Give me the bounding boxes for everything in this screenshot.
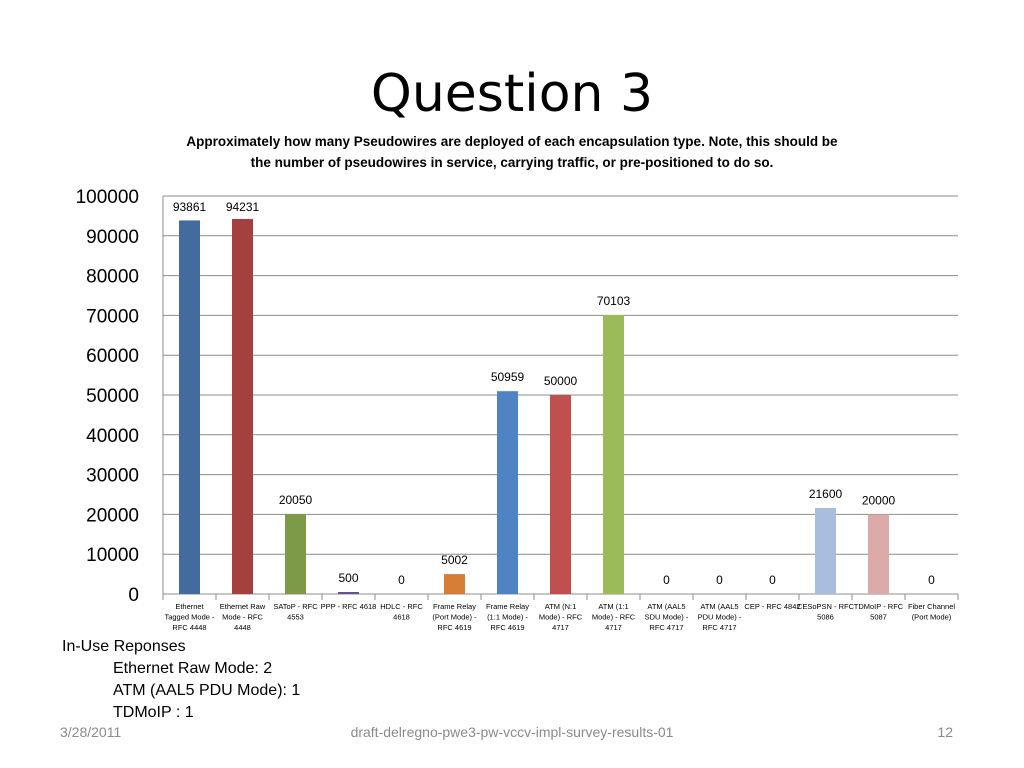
x-tick-label: Tagged Mode - <box>164 613 215 622</box>
x-tick-label: RFC 4717 <box>702 623 736 632</box>
bar-chart: 0100002000030000400005000060000700008000… <box>76 187 959 632</box>
x-tick-label: 4553 <box>287 613 304 622</box>
bar <box>603 314 624 594</box>
data-label: 20050 <box>279 493 313 507</box>
in-use-notes: In-Use Reponses Ethernet Raw Mode: 2 ATM… <box>62 636 300 724</box>
x-tick-label: Frame Relay <box>433 602 476 611</box>
data-label: 0 <box>716 573 723 587</box>
data-label: 21600 <box>809 487 843 501</box>
x-tick-label: PPP - RFC 4618 <box>321 602 377 611</box>
x-tick-label: Mode) - RFC <box>539 613 583 622</box>
x-tick-label: 4717 <box>552 623 569 632</box>
x-tick-label: 4717 <box>605 623 622 632</box>
bar <box>444 574 465 594</box>
x-tick-label: SDU Mode) - <box>645 613 689 622</box>
data-label: 0 <box>928 573 935 587</box>
x-tick-label: CESoPSN - RFC <box>797 602 855 611</box>
data-label: 50000 <box>544 374 578 388</box>
data-label: 0 <box>663 573 670 587</box>
y-tick-label: 80000 <box>86 267 139 288</box>
x-tick-label: (Port Mode) - <box>432 613 477 622</box>
x-tick-label: Ethernet Raw <box>220 602 266 611</box>
x-tick-label: (Port Mode) <box>912 613 952 622</box>
x-tick-label: Ethernet <box>175 602 204 611</box>
data-label: 50959 <box>491 370 525 384</box>
y-tick-label: 90000 <box>86 227 139 248</box>
x-tick-label: 4448 <box>234 623 251 632</box>
x-tick-label: ATM (AAL5 <box>647 602 685 611</box>
y-tick-label: 60000 <box>86 346 139 367</box>
data-label: 70103 <box>597 294 631 308</box>
data-label: 0 <box>769 573 776 587</box>
x-tick-label: ATM (N:1 <box>545 602 577 611</box>
bar <box>815 508 836 594</box>
notes-item: TDMoIP : 1 <box>113 704 194 721</box>
bar <box>232 218 253 594</box>
footer-doc-name: draft-delregno-pwe3-pw-vccv-impl-survey-… <box>350 724 674 740</box>
y-tick-label: 70000 <box>86 306 139 327</box>
bar <box>338 592 359 594</box>
y-tick-label: 20000 <box>86 505 139 526</box>
x-tick-label: ATM (1:1 <box>598 602 628 611</box>
subtitle-line-1: Approximately how many Pseudowires are d… <box>186 134 838 149</box>
x-tick-label: RFC 4619 <box>437 623 471 632</box>
x-tick-label: CEP - RFC 4842 <box>744 602 800 611</box>
x-tick-label: 5087 <box>870 613 887 622</box>
slide-subtitle: Approximately how many Pseudowires are d… <box>140 131 884 173</box>
x-tick-label: PDU Mode) - <box>698 613 742 622</box>
x-tick-label: Mode - RFC <box>222 613 263 622</box>
notes-heading: In-Use Reponses <box>62 638 186 655</box>
x-tick-label: Fiber Channel <box>908 602 955 611</box>
bar <box>285 514 306 594</box>
bar <box>497 391 518 594</box>
x-tick-label: 5086 <box>817 613 834 622</box>
notes-item: ATM (AAL5 PDU Mode): 1 <box>113 682 301 699</box>
y-tick-label: 30000 <box>86 466 139 487</box>
x-tick-label: RFC 4448 <box>172 623 206 632</box>
subtitle-line-2: the number of pseudowires in service, ca… <box>250 155 774 170</box>
data-label: 93861 <box>173 200 207 214</box>
x-tick-label: (1:1 Mode) - <box>487 613 528 622</box>
x-tick-label: HDLC - RFC <box>380 602 423 611</box>
notes-item: Ethernet Raw Mode: 2 <box>113 660 273 677</box>
bar <box>550 395 571 594</box>
bar <box>868 514 889 594</box>
x-tick-label: TDMoIP - RFC <box>854 602 904 611</box>
data-label: 0 <box>398 573 405 587</box>
y-tick-label: 40000 <box>86 426 139 447</box>
x-tick-label: Mode) - RFC <box>592 613 636 622</box>
bar <box>179 220 200 594</box>
data-label: 500 <box>338 571 358 585</box>
x-tick-label: 4618 <box>393 613 410 622</box>
x-tick-label: RFC 4619 <box>490 623 524 632</box>
x-tick-label: Frame Relay <box>486 602 529 611</box>
x-tick-label: RFC 4717 <box>649 623 683 632</box>
y-tick-label: 10000 <box>86 545 139 566</box>
x-tick-label: SAToP - RFC <box>273 602 318 611</box>
footer-page-number: 12 <box>937 724 953 740</box>
x-tick-label: ATM (AAL5 <box>700 602 738 611</box>
footer-date: 3/28/2011 <box>60 724 122 740</box>
y-tick-label: 0 <box>128 585 139 606</box>
data-label: 5002 <box>441 553 468 567</box>
data-label: 20000 <box>862 493 896 507</box>
y-tick-label: 100000 <box>76 187 139 208</box>
slide-title: Question 3 <box>370 64 654 124</box>
data-label: 94231 <box>226 200 260 214</box>
y-tick-label: 50000 <box>86 386 139 407</box>
